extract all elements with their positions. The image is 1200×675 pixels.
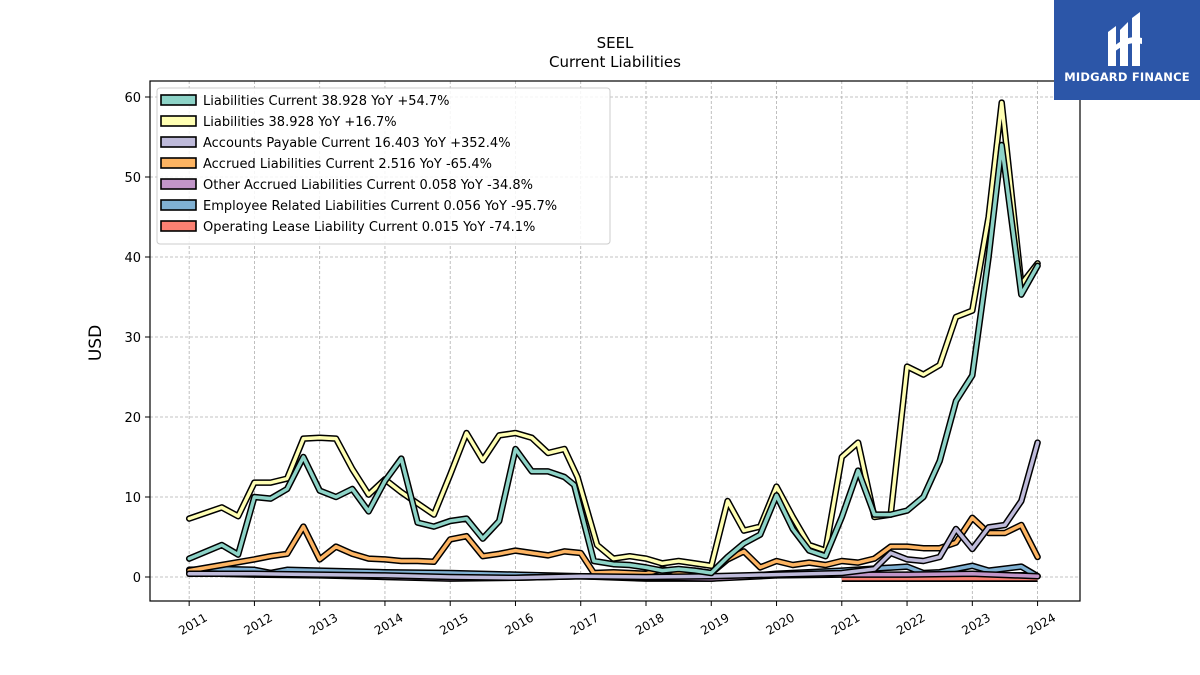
series-group xyxy=(185,99,1041,582)
y-tick-label: 30 xyxy=(124,331,141,346)
legend-swatch xyxy=(160,94,197,106)
legend-box xyxy=(156,87,611,245)
y-tick-label: 50 xyxy=(124,171,141,186)
y-tick-label: 20 xyxy=(124,411,141,426)
legend-entry: Employee Related Liabilities Current 0.0… xyxy=(203,199,557,214)
plot-area: 0 10 20 30 40 50 60 2011 2012 2013 2014 2015 2016 201… xyxy=(124,80,1081,638)
logo-text: MIDGARD FINANCE xyxy=(1064,70,1190,84)
series-line xyxy=(187,516,1040,576)
x-tick-label: 2022 xyxy=(894,610,927,637)
legend-entry: Liabilities Current 38.928 YoY +54.7% xyxy=(203,94,450,109)
y-tick-label: 40 xyxy=(124,251,141,266)
legend-entry: Operating Lease Liability Current 0.015 … xyxy=(203,220,535,235)
legend-swatch xyxy=(160,220,197,232)
x-tick-label: 2018 xyxy=(633,610,666,637)
legend-swatch xyxy=(160,178,197,190)
series-line xyxy=(187,143,1040,575)
legend-entry: Accounts Payable Current 16.403 YoY +352… xyxy=(203,136,511,151)
y-tick-label: 0 xyxy=(133,571,141,586)
midgard-logo-icon xyxy=(1108,12,1142,66)
legend-swatch xyxy=(160,115,197,127)
x-tick-label: 2016 xyxy=(503,610,536,637)
chart-title: SEEL xyxy=(597,34,634,52)
x-tick-label: 2024 xyxy=(1025,610,1058,637)
series-line xyxy=(187,440,1040,580)
y-axis-label: USD xyxy=(86,325,106,361)
x-tick-label: 2021 xyxy=(829,610,862,637)
x-tick-label: 2019 xyxy=(698,610,731,637)
x-tick-label: 2020 xyxy=(764,610,797,637)
legend-swatch xyxy=(160,136,197,148)
legend-entry: Liabilities 38.928 YoY +16.7% xyxy=(203,115,397,130)
y-tick-label: 10 xyxy=(124,491,141,506)
x-tick-label: 2017 xyxy=(568,610,601,637)
plot-frame xyxy=(149,80,1081,602)
legend-swatch xyxy=(160,157,197,169)
legend-swatch xyxy=(160,199,197,211)
y-tick-label: 60 xyxy=(124,91,141,106)
chart-subtitle: Current Liabilities xyxy=(549,53,681,71)
legend-entry: Accrued Liabilities Current 2.516 YoY -6… xyxy=(203,157,492,172)
x-tick-label: 2023 xyxy=(959,610,992,637)
x-tick-label: 2014 xyxy=(372,610,405,637)
legend-entry: Other Accrued Liabilities Current 0.058 … xyxy=(203,178,533,193)
series-line xyxy=(187,100,1040,568)
x-tick-label: 2012 xyxy=(241,610,274,637)
x-tick-label: 2011 xyxy=(176,610,209,637)
x-tick-label: 2015 xyxy=(437,610,470,637)
midgard-finance-logo: MIDGARD FINANCE xyxy=(1054,0,1200,100)
x-tick-label: 2013 xyxy=(307,610,340,637)
